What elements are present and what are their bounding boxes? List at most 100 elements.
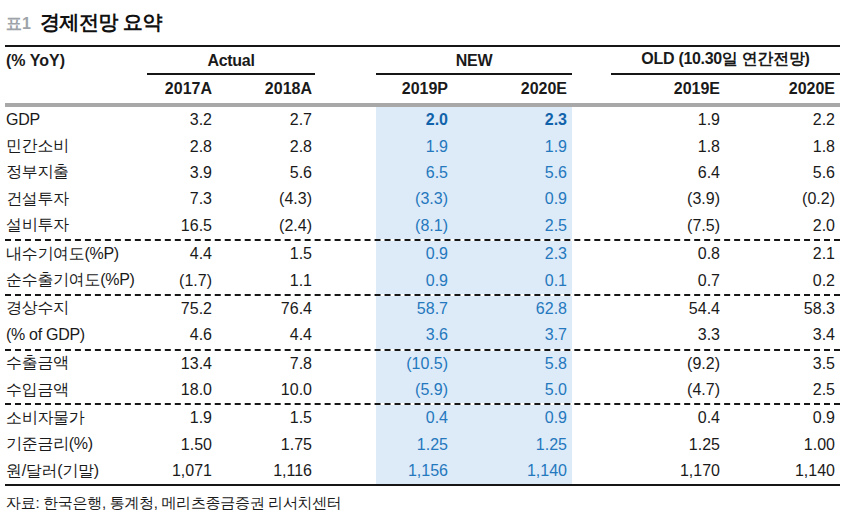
table-row: 민간소비2.82.81.91.91.81.8 (5, 133, 840, 159)
value-text: 1.5 (290, 245, 312, 262)
value-text: 0.1 (545, 272, 567, 290)
cell-value: 1.1 (213, 272, 315, 290)
row-label: 순수출기여도(%P) (5, 270, 147, 291)
cell-value: (7.5) (611, 217, 723, 235)
value-text: 2.7 (290, 111, 312, 128)
value-text: 3.7 (545, 326, 567, 344)
cell-value: 2.2 (723, 111, 840, 129)
value-text: 75.2 (181, 300, 212, 317)
column-year-row: 2017A 2018A 2019P 2020E 2019E 2020E (5, 75, 840, 102)
table-row: 내수기여도(%P)4.41.50.92.30.82.1 (5, 239, 840, 267)
cell-value-new: 0.4 (376, 405, 474, 431)
cell-value: 0.7 (611, 272, 723, 290)
cell-value-new: 1.9 (474, 133, 572, 159)
cell-value-new: 6.5 (376, 160, 474, 186)
cell-value-new: 5.0 (474, 377, 572, 403)
cell-value: 1,116 (213, 462, 315, 480)
value-text: (2.4) (279, 217, 312, 234)
cell-value-new: 62.8 (474, 296, 572, 322)
value-text: 1.25 (417, 436, 448, 454)
cell-value: (9.2) (611, 355, 723, 373)
cell-value: 54.4 (611, 300, 723, 318)
row-label: 민간소비 (5, 136, 147, 157)
col-header-2020e-old: 2020E (723, 80, 840, 98)
cell-value: 2.0 (723, 217, 840, 235)
cell-value: 0.4 (611, 409, 723, 427)
value-text: 1.8 (813, 138, 835, 155)
value-text: (4.7) (687, 381, 720, 398)
cell-value-new: 2.0 (376, 107, 474, 133)
table-row: 건설투자7.3(4.3)(3.3)0.9(3.9)(0.2) (5, 186, 840, 212)
cell-value: 1.8 (723, 138, 840, 156)
col-header-2019e-old: 2019E (611, 80, 723, 98)
column-group-row: (% YoY) Actual NEW OLD (10.30일 연간전망) (5, 47, 840, 75)
value-text: 3.9 (190, 164, 212, 181)
value-text: 18.0 (181, 381, 212, 398)
cell-value: 3.3 (611, 326, 723, 344)
cell-value: 10.0 (213, 381, 315, 399)
value-text: 1,140 (527, 462, 567, 480)
value-text: 1,170 (680, 462, 720, 479)
value-text: 0.7 (698, 272, 720, 289)
value-text: 2.5 (545, 217, 567, 235)
table-number-tag: 표1 (6, 14, 31, 35)
value-text: (0.2) (802, 190, 835, 207)
value-text: 58.7 (417, 300, 448, 318)
value-text: 6.5 (426, 164, 448, 182)
value-text: 0.9 (426, 245, 448, 263)
cell-value-new: 58.7 (376, 296, 474, 322)
value-text: 1.9 (545, 138, 567, 156)
cell-value: 1.00 (723, 436, 840, 454)
row-label: 원/달러(기말) (5, 461, 147, 482)
cell-value: (4.7) (611, 381, 723, 399)
cell-value: 1.75 (213, 436, 315, 454)
row-label: GDP (5, 111, 147, 129)
row-label: 소비자물가 (5, 408, 147, 429)
cell-value: 13.4 (147, 355, 213, 373)
value-text: 0.9 (545, 190, 567, 208)
value-text: 1.50 (181, 436, 212, 453)
row-label: 설비투자 (5, 215, 147, 236)
unit-label: (% YoY) (5, 52, 147, 70)
col-header-2017a: 2017A (147, 80, 213, 98)
cell-value: 16.5 (147, 217, 213, 235)
cell-value: 18.0 (147, 381, 213, 399)
cell-value-new: 1,140 (474, 458, 572, 484)
value-text: 10.0 (281, 381, 312, 398)
cell-value: 5.6 (213, 164, 315, 182)
cell-value: 58.3 (723, 300, 840, 318)
cell-value: (2.4) (213, 217, 315, 235)
row-label: 기준금리(%) (5, 434, 147, 455)
cell-value-new: 0.9 (376, 241, 474, 267)
cell-value: 0.2 (723, 272, 840, 290)
value-text: 5.8 (545, 355, 567, 373)
value-text: (3.9) (687, 190, 720, 207)
cell-value-new: 0.1 (474, 267, 572, 293)
cell-value: 2.5 (723, 381, 840, 399)
cell-value: (3.9) (611, 190, 723, 208)
cell-value: 1.9 (611, 111, 723, 129)
value-text: 2.8 (190, 138, 212, 155)
group-actual: Actual (147, 52, 315, 75)
value-text: 1.9 (698, 111, 720, 128)
cell-value: 3.9 (147, 164, 213, 182)
value-text: 16.5 (181, 217, 212, 234)
value-text: 1.25 (689, 436, 720, 453)
value-text: 1.5 (290, 409, 312, 426)
table-header-bar: 표1 경제전망 요약 (5, 0, 840, 47)
value-text: 2.2 (813, 111, 835, 128)
cell-value: 1.50 (147, 436, 213, 454)
value-text: 62.8 (536, 300, 567, 318)
cell-value: (4.3) (213, 190, 315, 208)
cell-value: 1.5 (213, 245, 315, 263)
row-label: 내수기여도(%P) (5, 244, 147, 265)
value-text: 1,140 (795, 462, 835, 479)
table-body: GDP3.22.72.02.31.92.2민간소비2.82.81.91.91.8… (5, 107, 840, 486)
value-text: 1.00 (804, 436, 835, 453)
value-text: 3.2 (190, 111, 212, 128)
value-text: 1.8 (698, 138, 720, 155)
value-text: 0.9 (545, 409, 567, 427)
value-text: 0.4 (426, 409, 448, 427)
table-row: 원/달러(기말)1,0711,1161,1561,1401,1701,140 (5, 458, 840, 484)
page-title: 경제전망 요약 (40, 9, 162, 36)
